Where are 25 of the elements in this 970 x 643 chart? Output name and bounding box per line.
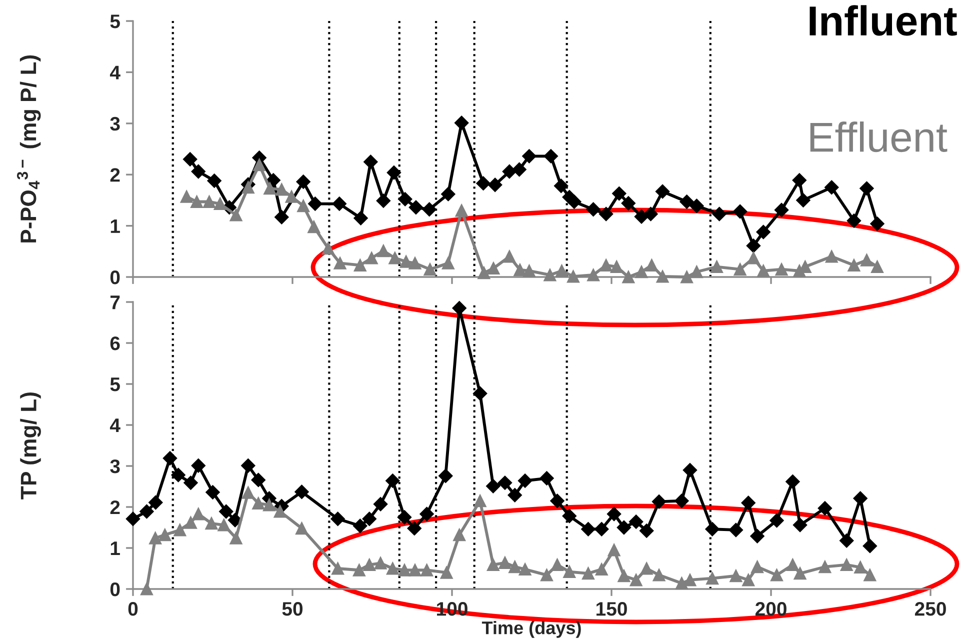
y-axis-title: TP (mg/ L): [20, 392, 41, 500]
x-tick-label: 250: [914, 602, 946, 616]
y-tick-label: 5: [110, 378, 120, 392]
y-tick-label: 6: [110, 336, 120, 350]
x-tick-label: 100: [437, 602, 468, 616]
y-tick-label: 5: [110, 14, 120, 28]
y-tick-label: 4: [110, 66, 120, 80]
y-tick-label: 2: [110, 168, 120, 182]
y-tick-label: 1: [110, 542, 120, 556]
x-tick-label: 0: [128, 602, 138, 616]
y-tick-label: 0: [110, 270, 120, 284]
text: Effluent: [810, 121, 948, 152]
y-tick-label: 1: [110, 219, 120, 233]
y-tick-label: 3: [110, 459, 120, 474]
x-tick-label: 50: [282, 602, 303, 616]
x-axis-title: Time (days): [482, 621, 581, 638]
text: Influent: [810, 5, 957, 36]
y-tick-label: 0: [110, 582, 120, 596]
y-tick-label: 2: [110, 500, 120, 514]
y-tick-label: 7: [110, 296, 120, 310]
x-tick-label: 200: [755, 602, 786, 616]
x-tick-label: 150: [596, 602, 627, 616]
y-tick-label: 3: [110, 116, 120, 131]
y-axis-title: P-PO$_{4}$$^{3−}$ (mg P/ L): [16, 55, 41, 242]
y-tick-label: 4: [110, 418, 120, 432]
